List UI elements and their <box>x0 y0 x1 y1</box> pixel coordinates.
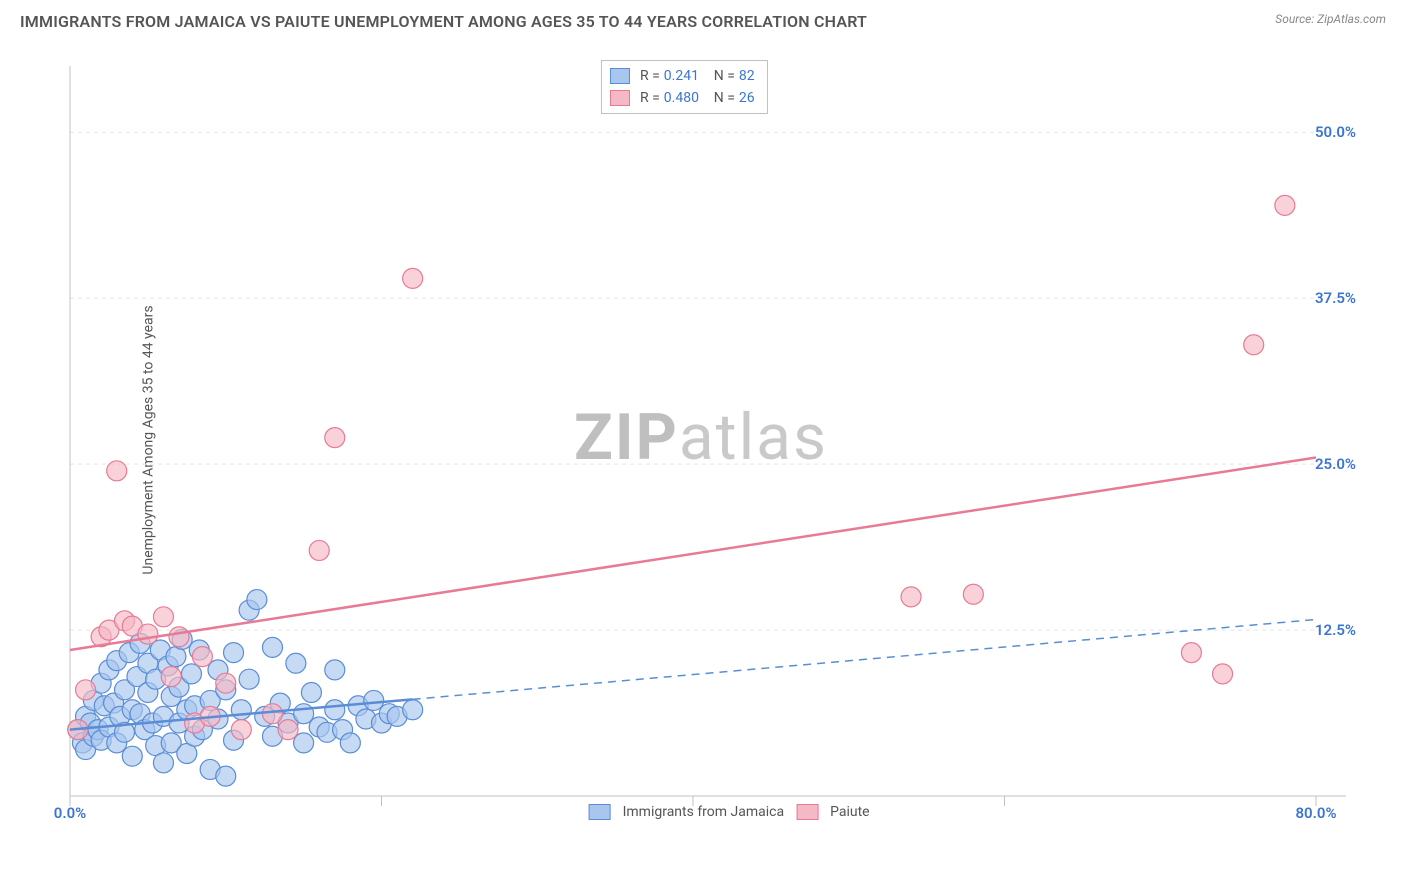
legend-series-label: Immigrants from Jamaica <box>623 804 785 820</box>
y-tick-label: 37.5% <box>1315 289 1356 307</box>
r-value: 0.241 <box>664 68 710 84</box>
source-label: Source: ZipAtlas.com <box>1275 12 1386 26</box>
n-value: 26 <box>739 90 755 106</box>
r-label: R = <box>640 90 660 106</box>
legend-stats-row: R = 0.480 N = 26 <box>610 87 755 109</box>
y-tick-label: 12.5% <box>1315 621 1356 639</box>
n-label: N = <box>714 68 735 84</box>
chart-area: ZIPatlas R = 0.241 N = 82 R = 0.480 N = … <box>46 56 1356 826</box>
n-label: N = <box>714 90 735 106</box>
x-tick-label: 80.0% <box>1295 804 1336 822</box>
legend-stats-row: R = 0.241 N = 82 <box>610 65 755 87</box>
legend-swatch <box>610 68 630 84</box>
legend-series-label: Paiute <box>830 804 870 820</box>
x-tick-label: 0.0% <box>54 804 86 822</box>
legend-series: Immigrants from Jamaica Paiute <box>589 804 870 820</box>
r-value: 0.480 <box>664 90 710 106</box>
legend-swatch <box>796 804 818 820</box>
legend-swatch <box>589 804 611 820</box>
legend-swatch <box>610 90 630 106</box>
n-value: 82 <box>739 68 755 84</box>
chart-svg <box>46 56 1356 826</box>
legend-stats: R = 0.241 N = 82 R = 0.480 N = 26 <box>601 60 768 114</box>
y-tick-label: 50.0% <box>1315 123 1356 141</box>
r-label: R = <box>640 68 660 84</box>
chart-title: IMMIGRANTS FROM JAMAICA VS PAIUTE UNEMPL… <box>20 12 867 31</box>
y-tick-label: 25.0% <box>1315 455 1356 473</box>
